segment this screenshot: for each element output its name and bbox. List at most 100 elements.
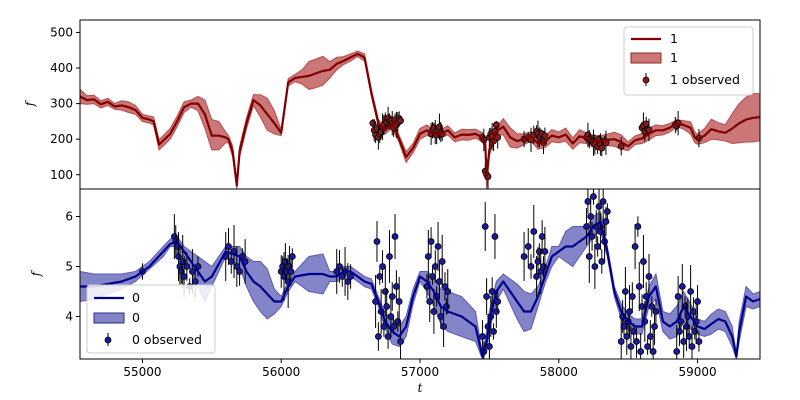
bottom-observed-point xyxy=(627,343,635,350)
bottom-observed-point xyxy=(676,328,683,335)
bottom-observed-point xyxy=(599,198,607,205)
top-y-tick-label: 300 xyxy=(50,97,73,111)
bottom-panel: 4 5 6 55000 56000 57000 58000 59000 f t 0 0 0 … xyxy=(29,188,761,395)
top-legend-label-band: 1 xyxy=(670,50,678,65)
bottom-observed-point xyxy=(381,288,389,295)
bottom-observed-point xyxy=(585,253,593,260)
bottom-observed-point xyxy=(336,263,343,270)
bottom-mean-line-group xyxy=(80,220,760,358)
bottom-observed-point xyxy=(534,258,542,265)
bottom-observed-point xyxy=(434,243,442,250)
bottom-observed-point xyxy=(281,258,289,265)
bottom-observed-point xyxy=(436,278,443,285)
bottom-observed-point xyxy=(479,333,486,340)
bottom-observed-point xyxy=(691,328,699,335)
bottom-legend-point-swatch xyxy=(104,336,112,344)
bottom-x-ticks: 55000 56000 57000 58000 59000 xyxy=(123,359,717,379)
bottom-observed-point xyxy=(494,298,502,305)
bottom-observed-point xyxy=(603,208,611,215)
bottom-observed-point xyxy=(631,243,639,250)
bottom-observed-point xyxy=(524,243,532,250)
bottom-observed-point xyxy=(390,323,398,330)
bottom-observed-point xyxy=(431,263,439,270)
bottom-y-tick-label: 4 xyxy=(65,310,73,324)
bottom-observed-point xyxy=(583,223,590,230)
x-tick-label: 56000 xyxy=(262,365,300,379)
bottom-legend-label-band: 0 xyxy=(132,310,140,325)
bottom-observed-point xyxy=(287,268,295,275)
bottom-observed-point xyxy=(678,283,686,290)
top-mean-line-group xyxy=(80,52,760,187)
bottom-observed-point xyxy=(492,308,500,315)
bottom-observed-point xyxy=(602,218,610,225)
bottom-legend-label-mean: 0 xyxy=(132,290,140,305)
top-y-ticks: 100 200 300 400 500 xyxy=(50,25,80,182)
bottom-observed-point xyxy=(630,328,638,335)
bottom-observed-point xyxy=(288,253,296,260)
bottom-observed-point xyxy=(424,253,432,260)
bottom-observed-point xyxy=(620,323,628,330)
x-tick-label: 59000 xyxy=(678,365,716,379)
bottom-observed-point xyxy=(590,193,597,200)
bottom-observed-point xyxy=(429,273,436,280)
bottom-observed-point xyxy=(491,233,499,240)
bottom-observed-point xyxy=(373,238,381,245)
bottom-legend-band-swatch xyxy=(93,312,125,324)
bottom-observed-point xyxy=(179,258,187,265)
bottom-observed-point xyxy=(395,298,403,305)
bottom-legend-frame xyxy=(86,284,216,354)
bottom-observed-point xyxy=(397,338,404,345)
top-observed-point xyxy=(492,121,500,129)
bottom-observed-point xyxy=(388,293,396,300)
bottom-observed-point xyxy=(598,258,606,265)
top-legend-point-swatch xyxy=(642,76,650,84)
bottom-observed-point xyxy=(689,308,697,315)
bottom-observed-point xyxy=(394,318,402,325)
bottom-observed-point xyxy=(384,333,392,340)
top-legend: 1 1 1 observed xyxy=(623,26,754,96)
bottom-observed-point xyxy=(520,253,528,260)
bottom-observed-point xyxy=(227,258,235,265)
bottom-mean-line xyxy=(80,220,760,358)
bottom-observed-point xyxy=(695,338,703,345)
top-y-tick-label: 200 xyxy=(50,132,73,146)
top-y-tick-label: 500 xyxy=(50,25,73,39)
bottom-y-axis-label: f xyxy=(29,269,43,277)
bottom-observed-point xyxy=(633,338,640,345)
bottom-observed-point xyxy=(430,308,438,315)
bottom-observed-point xyxy=(374,333,382,340)
bottom-observed-point xyxy=(393,283,400,290)
bottom-observed-point xyxy=(646,333,654,340)
bottom-observed-point xyxy=(347,273,355,280)
bottom-y-tick-label: 6 xyxy=(65,210,73,224)
x-axis-label: t xyxy=(418,381,423,395)
bottom-observed-point xyxy=(175,253,182,260)
bottom-observed-point xyxy=(530,228,538,235)
x-tick-label: 55000 xyxy=(123,365,161,379)
bottom-observed-point xyxy=(648,303,656,310)
bottom-observed-point xyxy=(628,293,636,300)
bottom-observed-point xyxy=(623,333,631,340)
x-tick-label: 58000 xyxy=(540,365,578,379)
bottom-observed-point xyxy=(376,273,384,280)
bottom-observed-point xyxy=(485,343,493,350)
top-observed-point xyxy=(541,132,549,140)
top-observed-point xyxy=(598,144,606,152)
top-legend-band-swatch xyxy=(630,52,662,64)
bottom-observed-point xyxy=(236,268,243,275)
bottom-observed-point xyxy=(540,263,547,270)
bottom-observed-point xyxy=(189,268,196,275)
bottom-observed-point xyxy=(379,263,386,270)
bottom-observed-point xyxy=(535,248,543,255)
bottom-observed-point xyxy=(183,263,191,270)
bottom-observed-point xyxy=(383,303,391,310)
top-panel: 100 200 300 400 500 f 1 1 1 observed xyxy=(23,19,761,190)
top-observed-point xyxy=(397,117,404,125)
top-legend-label-mean: 1 xyxy=(670,31,678,46)
bottom-observed-point xyxy=(427,238,435,245)
top-legend-label-observed: 1 observed xyxy=(670,72,740,87)
bottom-observed-point xyxy=(591,263,599,270)
bottom-observed-point xyxy=(438,258,446,265)
top-y-tick-label: 100 xyxy=(50,168,73,182)
bottom-observed-point xyxy=(683,323,690,330)
